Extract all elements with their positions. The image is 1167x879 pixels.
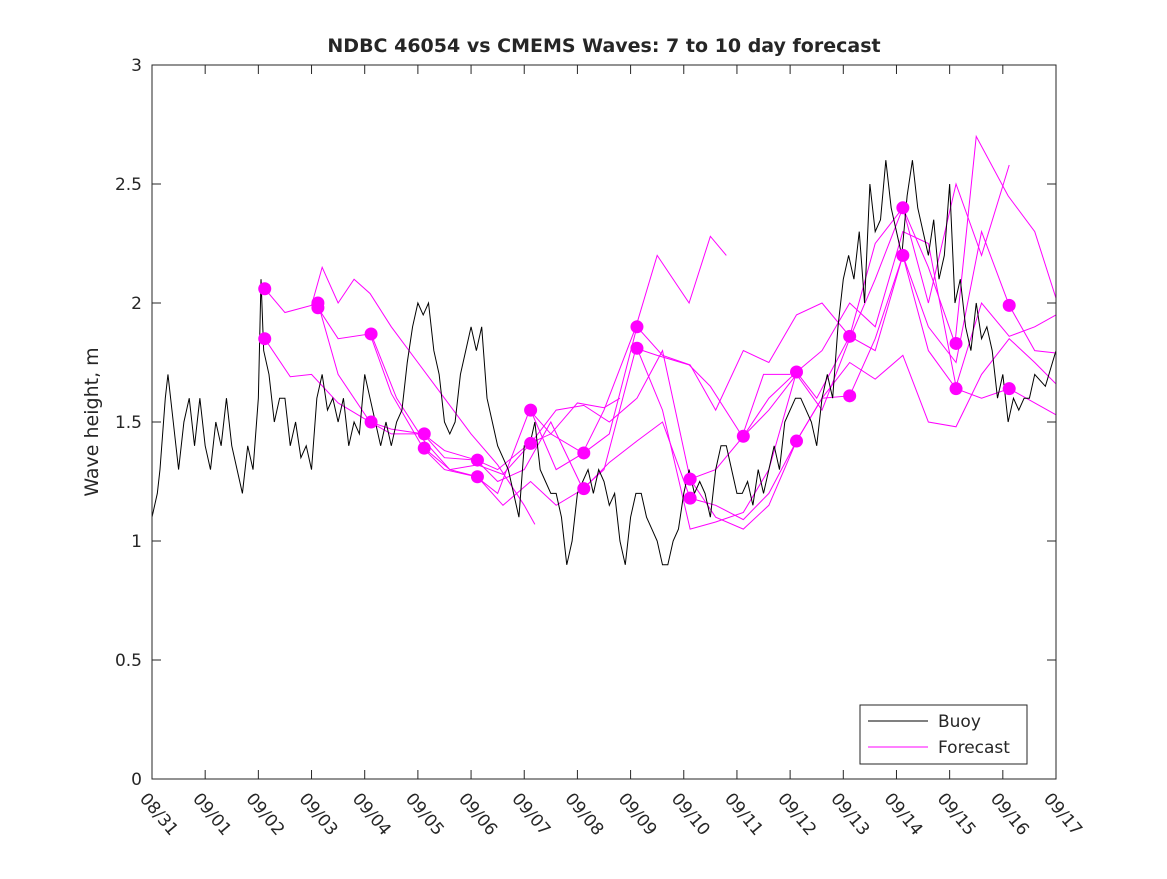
forecast-line-7: [636, 230, 1057, 530]
forecast-marker: [417, 441, 431, 455]
forecast-marker: [524, 436, 538, 450]
forecast-marker: [683, 472, 697, 486]
x-tick-label: 09/13: [826, 789, 873, 839]
forecast-marker: [577, 482, 591, 496]
forecast-marker: [470, 453, 484, 467]
forecast-line-8: [689, 337, 1057, 530]
forecast-marker: [843, 329, 857, 343]
forecast-line-9: [742, 164, 1010, 437]
forecast-marker: [736, 429, 750, 443]
forecast-marker: [683, 491, 697, 505]
x-tick-label: 09/09: [614, 789, 661, 839]
legend-buoy-label: Buoy: [938, 712, 981, 732]
forecast-marker: [896, 201, 910, 215]
x-tick-label: 09/12: [773, 789, 820, 839]
buoy-line: [151, 160, 1057, 566]
y-tick-label: 1: [131, 532, 142, 552]
plot-background: [152, 65, 1056, 779]
forecast-marker: [1002, 382, 1016, 396]
y-tick-label: 0.5: [115, 651, 142, 671]
x-tick-label: 09/16: [986, 789, 1033, 839]
x-tick-label: 09/01: [188, 789, 235, 839]
legend-box: [859, 704, 1028, 765]
y-axis-label: Wave height, m: [81, 347, 103, 496]
forecast-marker: [949, 336, 963, 350]
forecast-marker: [789, 365, 803, 379]
legend-forecast-label: Forecast: [938, 738, 1010, 758]
forecast-marker: [364, 327, 378, 341]
forecast-marker: [630, 320, 644, 334]
forecast-marker: [524, 403, 538, 417]
y-tick-label: 2: [131, 294, 142, 314]
x-tick-label: 09/03: [295, 789, 342, 839]
forecast-marker: [364, 415, 378, 429]
x-tick-label: 09/06: [454, 789, 501, 839]
x-tick-label: 09/14: [880, 789, 927, 839]
forecast-marker: [258, 332, 272, 346]
y-tick-label: 1.5: [115, 413, 142, 433]
x-tick-label: 09/05: [401, 789, 448, 839]
forecast-marker: [789, 434, 803, 448]
forecast-marker: [896, 248, 910, 262]
forecast-marker: [258, 282, 272, 296]
x-tick-label: 08/31: [135, 789, 182, 839]
forecast-marker: [949, 382, 963, 396]
legend: Buoy Forecast: [859, 704, 1028, 765]
x-tick-label: 09/07: [507, 789, 554, 839]
x-tick-label: 09/04: [348, 789, 395, 839]
forecast-marker: [577, 446, 591, 460]
forecast-marker: [311, 301, 325, 315]
x-tick-label: 09/02: [242, 789, 289, 839]
forecast-line-6: [530, 229, 1057, 471]
y-tick-label: 3: [131, 56, 142, 76]
chart-title: NDBC 46054 vs CMEMS Waves: 7 to 10 day f…: [327, 35, 880, 57]
forecast-marker: [1002, 298, 1016, 312]
forecast-marker: [630, 341, 644, 355]
x-tick-label: 09/10: [667, 789, 714, 839]
forecast-marker: [470, 470, 484, 484]
x-tick-label: 09/15: [933, 789, 980, 839]
x-tick-label: 09/17: [1039, 789, 1086, 839]
y-tick-label: 0: [131, 770, 142, 790]
forecast-marker: [843, 389, 857, 403]
forecast-marker: [417, 427, 431, 441]
x-tick-label: 09/11: [720, 789, 767, 839]
forecast-line-3: [317, 302, 791, 490]
x-tick-label: 09/08: [561, 789, 608, 839]
y-tick-label: 2.5: [115, 175, 142, 195]
